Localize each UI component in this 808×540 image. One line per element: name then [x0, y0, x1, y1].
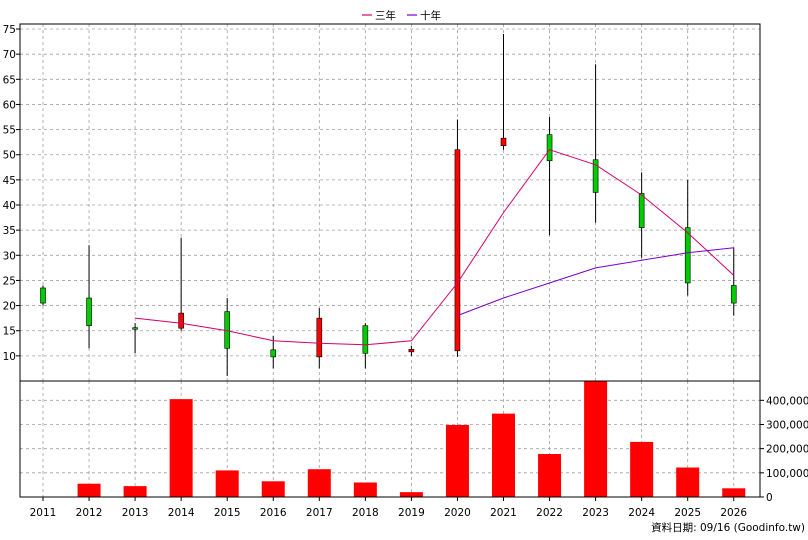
y-tick-label: 15	[3, 326, 16, 338]
candle-body-up	[592, 159, 599, 193]
x-tick-label: 2023	[582, 507, 609, 519]
price-y-axis: 10 15 20 25 30 35 40 45 50 55 60 65 70 75	[3, 24, 20, 363]
legend-label-3yr: 三年	[375, 9, 396, 22]
y-tick-label: 35	[3, 225, 16, 237]
x-tick-label: 2011	[30, 507, 57, 519]
candle-body-up	[362, 325, 369, 354]
candle-body-up	[684, 227, 691, 284]
volume-y-tick-label: 300,000	[766, 420, 808, 432]
data-source-note: 資料日期: 09/16 (Goodinfo.tw)	[651, 521, 805, 534]
y-tick-label: 55	[3, 125, 16, 137]
volume-bar	[353, 482, 377, 497]
moving-average-lines	[135, 149, 735, 346]
volume-bar	[538, 453, 562, 497]
x-tick-label: 2016	[260, 507, 287, 519]
candle-body-down	[178, 312, 184, 329]
volume-bar	[492, 413, 515, 497]
volume-y-tick-label: 400,000	[766, 395, 808, 407]
y-tick-label: 10	[3, 351, 16, 363]
x-tick-label: 2020	[444, 507, 471, 519]
volume-bars	[31, 380, 746, 498]
volume-bar	[261, 481, 285, 497]
x-tick-label: 2021	[490, 507, 517, 519]
candlesticks	[40, 34, 737, 376]
candle-body-up	[40, 287, 46, 304]
candle-body-down	[454, 149, 461, 352]
price-grid	[20, 24, 760, 381]
y-tick-label: 60	[3, 99, 16, 111]
x-tick-label: 2019	[398, 507, 425, 519]
y-tick-label: 25	[3, 275, 16, 287]
volume-bar	[215, 470, 239, 497]
x-tick-label: 2013	[122, 507, 149, 519]
candle-body-down	[316, 317, 323, 358]
candle-body-up	[270, 349, 277, 358]
candle-body-up	[638, 193, 645, 228]
volume-bar	[722, 488, 746, 497]
y-tick-label: 65	[3, 74, 16, 86]
candle-body-up	[730, 285, 737, 304]
chart-frame	[19, 23, 761, 498]
volume-panel: 0 100,000 200,000 300,000 400,000	[20, 380, 808, 504]
volume-y-axis: 0 100,000 200,000 300,000 400,000	[760, 395, 808, 504]
volume-y-tick-label: 200,000	[766, 444, 808, 456]
y-tick-label: 75	[3, 24, 16, 36]
x-tick-label: 2025	[674, 507, 701, 519]
volume-bar	[77, 483, 101, 497]
x-tick-label: 2012	[76, 507, 103, 519]
x-tick-label: 2022	[536, 507, 563, 519]
x-tick-label: 2024	[628, 507, 655, 519]
volume-bar	[445, 424, 469, 497]
volume-y-tick-label: 0	[766, 492, 773, 504]
x-tick-label: 2018	[352, 507, 379, 519]
ma-10yr-line	[457, 247, 734, 317]
chart-legend: 三年 十年	[362, 9, 441, 22]
legend-label-10yr: 十年	[420, 9, 441, 22]
ma-3yr-line	[135, 149, 735, 346]
volume-bar	[123, 486, 147, 497]
candle-body-up	[546, 134, 553, 162]
price-panel: 10 15 20 25 30 35 40 45 50 55 60 65 70 75	[3, 24, 760, 381]
volume-bar	[399, 492, 423, 497]
candle-body-up	[132, 327, 138, 330]
candle-body-up	[86, 297, 92, 326]
volume-bar	[169, 399, 193, 497]
y-tick-label: 70	[3, 49, 16, 61]
y-tick-label: 45	[3, 175, 16, 187]
x-axis: 2011 2012 2013 2014 2015 2016 2017 2018 2019 2020…	[30, 497, 747, 519]
volume-bar	[584, 380, 608, 497]
plot-border	[19, 23, 761, 498]
x-tick-label: 2015	[214, 507, 241, 519]
y-tick-label: 40	[3, 200, 16, 212]
candle-body-down	[408, 349, 415, 353]
x-tick-label: 2017	[306, 507, 333, 519]
volume-y-tick-label: 100,000	[766, 468, 808, 480]
x-tick-label: 2026	[720, 507, 747, 519]
x-tick-label: 2014	[168, 507, 195, 519]
y-tick-label: 30	[3, 250, 16, 262]
y-tick-label: 50	[3, 150, 16, 162]
volume-bar	[307, 469, 331, 497]
volume-bar	[630, 441, 654, 497]
volume-bar	[676, 467, 700, 497]
candle-body-down	[500, 137, 507, 146]
y-tick-label: 20	[3, 301, 16, 313]
